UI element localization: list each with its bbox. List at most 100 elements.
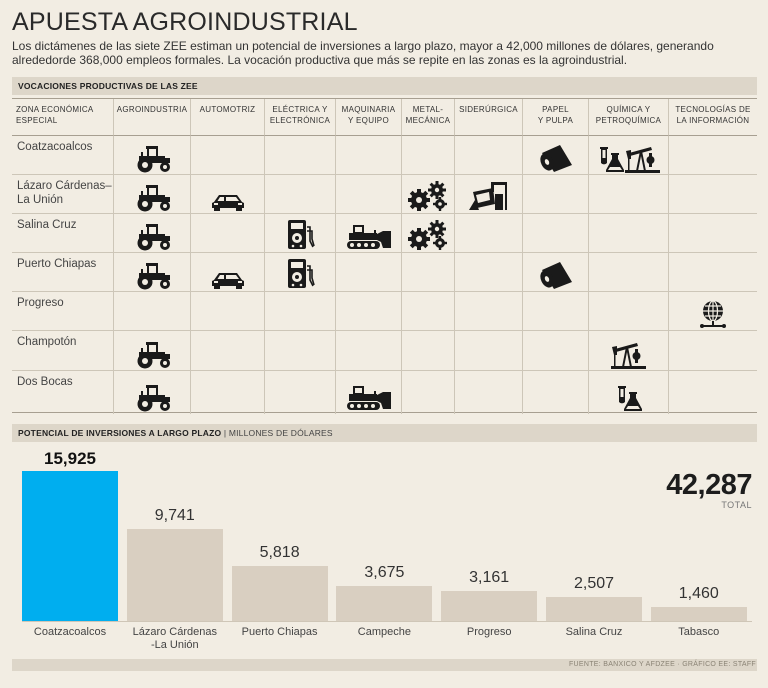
bar-category-line: Salina Cruz	[565, 626, 623, 638]
bar-4	[336, 586, 433, 621]
header-maq-line: MAQUINARIA	[341, 105, 396, 114]
vocaciones-table: ZONA ECONÓMICA ESPECIAL AGROINDUSTRIA AUTOM…	[12, 98, 757, 414]
header-metal-line: METAL-	[412, 105, 444, 114]
cell-tec	[669, 214, 757, 253]
header-maq: MAQUINARIA Y EQUIPO	[336, 99, 402, 136]
zone-label: Champotón	[12, 335, 76, 349]
bar-category-line: -La Unión	[150, 639, 199, 651]
zone-label: Salina Cruz	[12, 218, 76, 232]
icon-group	[402, 175, 455, 214]
cell-quim	[589, 214, 669, 253]
icon-group	[114, 253, 191, 292]
cell-metal	[402, 175, 455, 214]
cell-sider	[455, 371, 523, 414]
zone-label-line: Champotón	[17, 336, 77, 348]
zone-label: Progreso	[12, 296, 64, 310]
flask-icon	[597, 145, 625, 173]
bar-category-label: Salina Cruz	[544, 626, 644, 639]
header-maq-line: Y EQUIPO	[348, 116, 389, 125]
cell-quim	[589, 331, 669, 371]
bar-5	[441, 591, 538, 621]
cell-sider	[455, 292, 523, 331]
icon-group	[114, 136, 191, 175]
tractor-icon	[133, 184, 173, 212]
car-icon	[211, 270, 245, 290]
zone-cell	[12, 331, 114, 371]
gears-icon	[407, 180, 450, 212]
cell-elec	[265, 175, 336, 214]
icon-group	[336, 214, 402, 253]
bar-category-line: Campeche	[357, 626, 411, 638]
icon-group	[589, 371, 669, 414]
icon-group	[114, 175, 191, 214]
paper-roll-icon	[538, 260, 574, 290]
bar-value-label: 1,460	[678, 585, 719, 603]
bar-value-label: 5,818	[259, 544, 300, 562]
section-header-inversiones: POTENCIAL DE INVERSIONES A LARGO PLAZO |…	[12, 424, 757, 442]
cell-papel	[523, 371, 589, 414]
page-subtitle: Los dictámenes de las siete ZEE estiman …	[12, 39, 714, 67]
cell-tec	[669, 253, 757, 292]
cell-maq	[336, 136, 402, 175]
header-zona-line: ZONA ECONÓMICA	[16, 105, 94, 114]
cell-agro	[114, 292, 191, 331]
bar-category-line: Coatzacoalcos	[33, 626, 107, 638]
cell-papel	[523, 214, 589, 253]
icon-group	[265, 214, 336, 253]
cell-maq	[336, 331, 402, 371]
header-papel-line: Y PULPA	[537, 116, 574, 125]
multimeter-icon	[286, 258, 316, 290]
bar-category-line: Progreso	[466, 626, 512, 638]
cell-metal	[402, 253, 455, 292]
source-note: FUENTE: BANXICO Y AFDZEE · GRÁFICO EE: S…	[568, 661, 756, 668]
tractor-icon	[133, 341, 173, 369]
cell-sider	[455, 214, 523, 253]
zone-cell	[12, 136, 114, 175]
header-quim-line: PETROQUÍMICA	[595, 116, 662, 125]
zone-cell	[12, 371, 114, 414]
header-zona-line: ESPECIAL	[16, 116, 58, 125]
footer-band	[12, 659, 757, 671]
header-metal: METAL- MECÁNICA	[402, 99, 455, 136]
cell-agro	[114, 331, 191, 371]
bar-value-label: 2,507	[573, 575, 615, 593]
header-metal-line: MECÁNICA	[405, 116, 451, 125]
cell-agro	[114, 175, 191, 214]
x-axis-line	[22, 621, 752, 622]
investment-bar-chart: 15,925 Coatzacoalcos 9,741 Lázaro Cárdenas -…	[12, 444, 757, 659]
bar-1	[22, 471, 118, 621]
multimeter-icon	[286, 219, 316, 251]
icon-group	[265, 253, 336, 292]
cell-sider	[455, 253, 523, 292]
zone-label-line: Lázaro Cárdenas–	[17, 180, 112, 192]
zone-label-line: Puerto Chiapas	[17, 258, 97, 270]
cell-papel	[523, 136, 589, 175]
cell-tec	[669, 331, 757, 371]
cell-tec	[669, 136, 757, 175]
section-separator: |	[223, 428, 229, 438]
zone-label: Lázaro Cárdenas– La Unión	[12, 179, 112, 207]
icon-group	[523, 253, 589, 292]
total-label: TOTAL	[721, 500, 752, 510]
zone-label: Puerto Chiapas	[12, 257, 96, 271]
icon-group	[589, 331, 669, 371]
oil-pump-icon	[611, 341, 647, 369]
cell-maq	[336, 214, 402, 253]
bar-value-label: 3,675	[364, 564, 405, 582]
bar-6	[546, 597, 642, 621]
cell-quim	[589, 136, 669, 175]
cell-elec	[265, 331, 336, 371]
total-value: 42,287	[666, 469, 752, 501]
bar-category-line: Tabasco	[678, 626, 720, 638]
header-zona: ZONA ECONÓMICA ESPECIAL	[12, 99, 114, 136]
bar-2	[126, 529, 223, 621]
cell-elec	[265, 253, 336, 292]
gears-icon	[407, 219, 450, 251]
zone-label-line: La Unión	[17, 194, 64, 206]
cell-agro	[114, 253, 191, 292]
zone-label-line: Coatzacoalcos	[17, 141, 93, 153]
cell-metal	[402, 371, 455, 414]
header-elec-line: ELÉCTRICA Y	[272, 105, 328, 114]
bar-value-label: 3,161	[469, 569, 510, 587]
section-header-inversiones-label: POTENCIAL DE INVERSIONES A LARGO PLAZO	[18, 428, 222, 438]
